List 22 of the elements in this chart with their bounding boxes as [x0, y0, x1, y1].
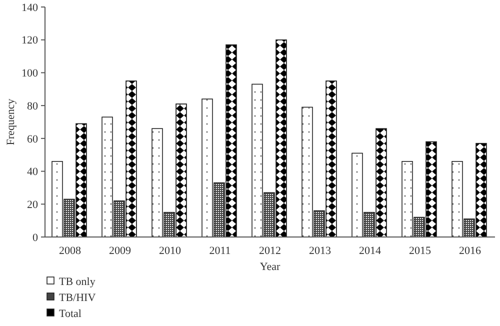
x-tick-label: 2013 — [309, 245, 332, 257]
x-tick-label: 2014 — [359, 245, 382, 257]
y-tick-label: 120 — [22, 34, 38, 47]
y-axis-title: Frequency — [5, 98, 17, 146]
y-tick-label: 80 — [27, 100, 38, 112]
x-tick-label: 2008 — [59, 245, 82, 257]
y-tick-label: 100 — [22, 68, 38, 80]
x-tick-label: 2015 — [409, 245, 432, 257]
y-tick-label: 140 — [22, 2, 38, 14]
x-tick-label: 2011 — [209, 245, 231, 257]
legend-label: Total — [59, 308, 82, 320]
x-axis-title: Year — [260, 261, 280, 273]
legend-label: TB only — [59, 276, 96, 288]
y-tick-label: 40 — [27, 166, 38, 178]
x-tick-label: 2009 — [109, 245, 132, 257]
x-tick-label: 2010 — [159, 245, 182, 257]
y-tick-label: 60 — [27, 133, 38, 146]
y-tick-label: 20 — [27, 198, 38, 211]
y-tick-label: 0 — [32, 232, 38, 244]
x-tick-label: 2016 — [459, 245, 482, 257]
legend-label: TB/HIV — [59, 292, 96, 304]
x-tick-label: 2012 — [259, 245, 281, 257]
